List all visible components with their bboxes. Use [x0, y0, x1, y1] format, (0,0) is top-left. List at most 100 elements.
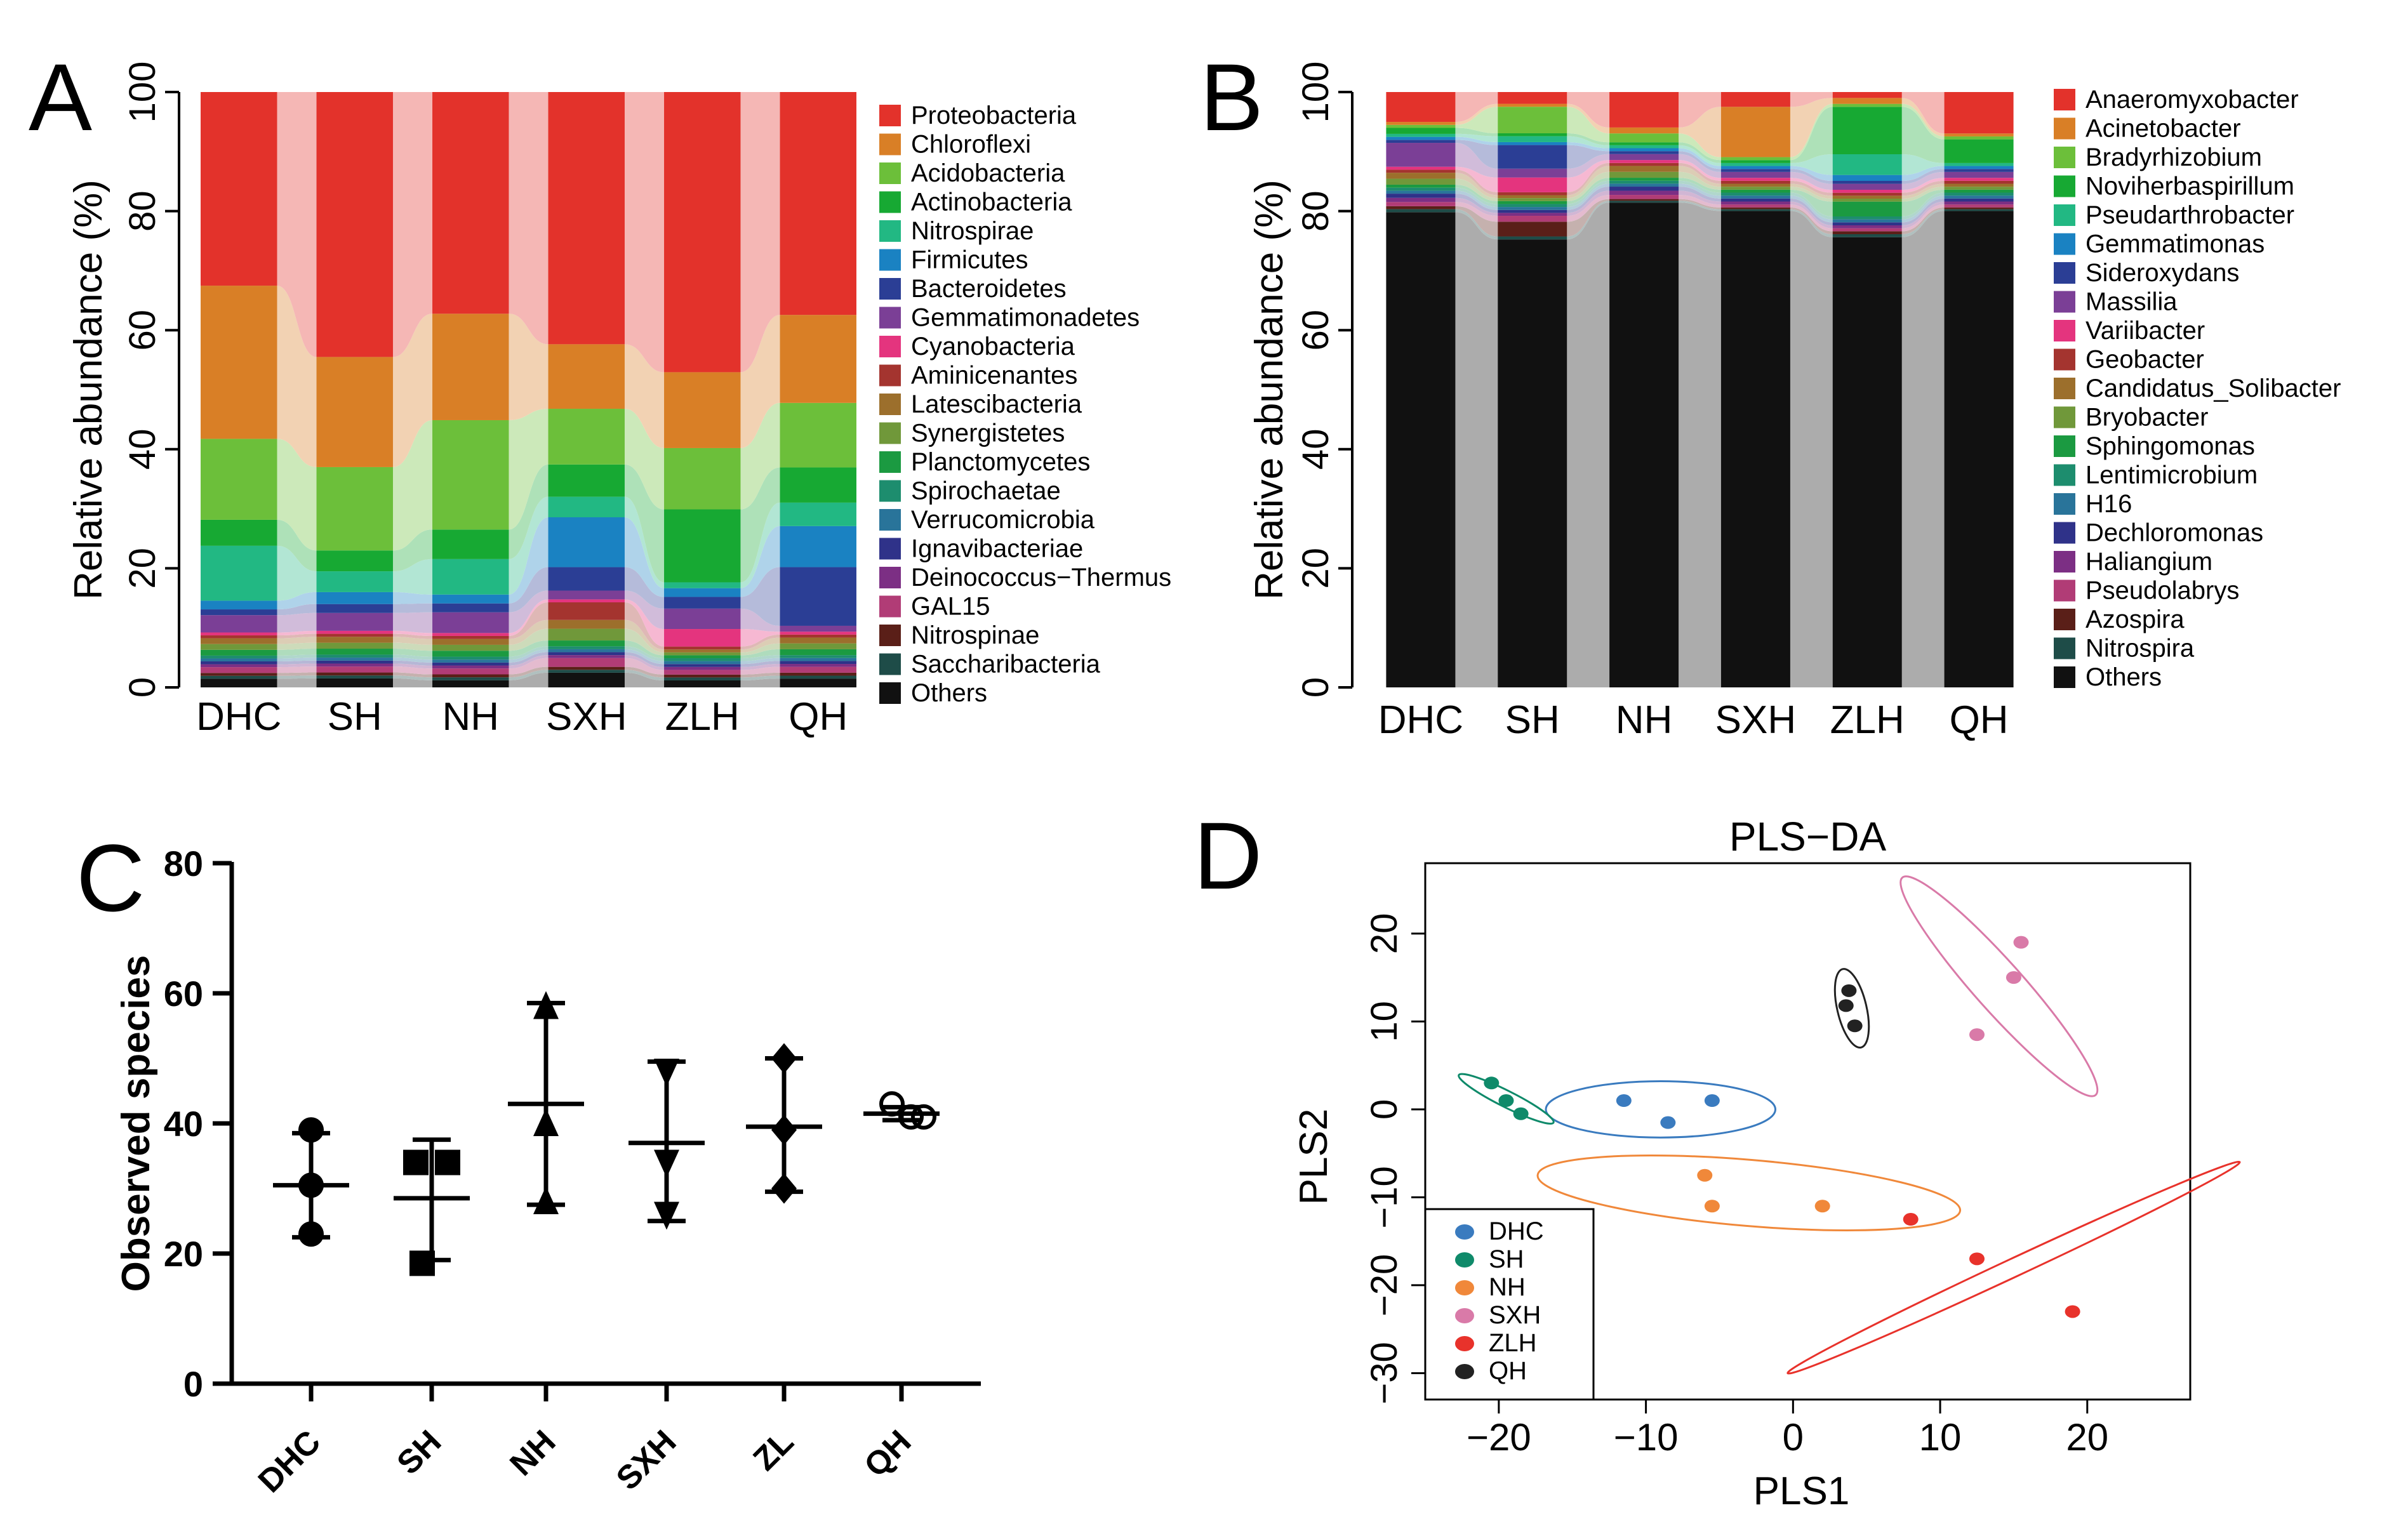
flow-band-actinobacteria-zlh: [740, 467, 780, 583]
bar-segment-ignavibacteriae-dhc: [201, 661, 277, 665]
legend-marker-zlh: [1455, 1336, 1474, 1351]
flow-band-acidobacteria-zlh: [740, 402, 780, 510]
flow-band-nitrospinae-nh: [509, 666, 549, 678]
bar-segment-nitrospinae-dhc: [201, 673, 277, 676]
legend-label-sh: SH: [1489, 1245, 1524, 1273]
legend-swatch-proteobacteria: [879, 105, 901, 126]
legend-swatch-candidatus-solibacter: [2054, 378, 2075, 399]
bar-segment-saccharibacteria-sxh: [548, 670, 625, 673]
x-tick-label-0: −20: [1467, 1416, 1531, 1459]
bar-segment-gemmatimonas-nh: [1609, 148, 1679, 152]
legend-label-h16: H16: [2085, 490, 2132, 518]
bar-segment-proteobacteria-nh: [432, 92, 509, 314]
bar-segment-gemmatimonadetes-sh: [316, 612, 393, 631]
bar-segment-acinetobacter-qh: [1944, 133, 2014, 136]
data-point-sxh-3: [2013, 936, 2029, 949]
bar-segment-bryobacter-dhc: [1386, 178, 1456, 185]
flow-band-synergistetes-sxh: [624, 628, 665, 656]
panel-label-c: C: [76, 824, 145, 931]
bar-segment-ignavibacteriae-sh: [316, 660, 393, 664]
flow-band-others-sh: [1567, 202, 1610, 687]
bar-segment-spirochaetae-sh: [316, 654, 393, 658]
flow-band-cyanobacteria-nh: [509, 599, 549, 636]
flow-band-lentimicrobium-dhc: [1455, 187, 1498, 208]
legend-swatch-pseudolabrys: [2054, 579, 2075, 602]
flow-band-pseudarthrobacter-sxh: [1790, 154, 1833, 175]
x-axis-title: PLS1: [1753, 1469, 1850, 1513]
flow-band-candidatus-solibacter-dhc: [1455, 173, 1498, 199]
bar-segment-lentimicrobium-zlh: [1832, 216, 1902, 220]
flow-band-noviherbaspirillum-zlh: [1901, 107, 1945, 163]
legend-marker-dhc: [1455, 1224, 1474, 1240]
flow-band-pseudolabrys-zlh: [1901, 204, 1945, 232]
x-tick-label-2: 0: [1783, 1416, 1804, 1459]
legend-swatch-ignavibacteriae: [879, 538, 901, 560]
flow-band-azospira-nh: [1679, 199, 1721, 209]
plot-frame: [1424, 862, 2192, 1401]
x-tick-label-sh: SH: [1505, 698, 1560, 742]
data-point-sxh-1: [1969, 1028, 1985, 1042]
legend-label-others: Others: [911, 679, 987, 707]
flow-band-pseudolabrys-dhc: [1455, 202, 1498, 222]
bar-segment-verrucomicrobia-sh: [316, 658, 393, 661]
bar-segment-synergistetes-qh: [780, 643, 856, 649]
bar-segment-synergistetes-sxh: [548, 628, 625, 641]
bar-segment-dechloromonas-qh: [1944, 198, 2014, 202]
y-tick-label-80: 80: [164, 844, 203, 884]
flow-band-aminicenantes-dhc: [277, 633, 317, 639]
flow-band-ignavibacteriae-sxh: [624, 652, 665, 667]
bar-segment-bacteroidetes-zlh: [664, 597, 741, 609]
y-tick-label-20: 20: [1295, 548, 1336, 589]
legend-swatch-gemmatimonas: [2054, 233, 2075, 255]
flow-band-noviherbaspirillum-nh: [1679, 142, 1721, 163]
flow-band-bradyrhizobium-sxh: [1790, 103, 1833, 161]
flow-band-anaeromyxobacter-dhc: [1455, 92, 1498, 122]
bar-segment-h16-qh: [1944, 195, 2014, 199]
legend-swatch-sphingomonas: [2054, 435, 2075, 457]
flow-band-saccharibacteria-zlh: [740, 675, 780, 680]
panel-d-pls-da-scatter: PLS−DA −20 −10 0 10 20 PLS1 −30 −20 −10 0 10 20 PLS2 D…: [1292, 814, 2241, 1513]
flow-band-planctomycetes-zlh: [740, 649, 780, 659]
bar-segment-others-dhc: [201, 678, 277, 687]
bar-segment-chloroflexi-nh: [432, 314, 509, 420]
legend-swatch-latescibacteria: [879, 394, 901, 415]
y-tick-label-40: 40: [1295, 429, 1336, 470]
legend-label-haliangium: Haliangium: [2085, 548, 2212, 576]
legend-swatch-gemmatimonadetes: [879, 307, 901, 329]
bar-segment-noviherbaspirillum-nh: [1609, 142, 1679, 145]
legend-swatch-bradyrhizobium: [2054, 147, 2075, 168]
legend-swatch-haliangium: [2054, 551, 2075, 573]
flow-band-geobacter-nh: [1679, 162, 1721, 184]
bar-segment-pseudarthrobacter-sh: [1498, 136, 1567, 142]
legend-label-chloroflexi: Chloroflexi: [911, 131, 1031, 159]
bar-segment-noviherbaspirillum-dhc: [1386, 128, 1456, 134]
legend-label-verrucomicrobia: Verrucomicrobia: [911, 506, 1095, 534]
bar-segment-aminicenantes-sh: [316, 633, 393, 637]
flow-band-aminicenantes-sxh: [624, 602, 665, 650]
flow-band-nitrospira-sxh: [1790, 209, 1833, 237]
flow-band-pseudolabrys-sxh: [1790, 204, 1833, 232]
flow-band-firmicutes-dhc: [277, 592, 317, 610]
bar-segment-sideroxydans-qh: [1944, 169, 2014, 172]
bar-segment-actinobacteria-sh: [316, 550, 393, 572]
legend-swatch-bryobacter: [2054, 406, 2075, 428]
flow-band-dechloromonas-sxh: [1790, 198, 1833, 225]
flow-band-massilia-sxh: [1790, 171, 1833, 190]
flow-band-planctomycetes-dhc: [277, 649, 317, 656]
data-point-zlh-2: [1969, 1252, 1985, 1266]
bar-segment-nitrospinae-sh: [316, 672, 393, 676]
flow-band-ignavibacteriae-sh: [392, 660, 433, 666]
flow-band-haliangium-sh: [1567, 190, 1610, 216]
flow-band-acidobacteria-dhc: [277, 439, 317, 551]
bar-segment-others-nh: [432, 680, 509, 687]
bar-segment-dechloromonas-zlh: [1832, 222, 1902, 225]
bar-segment-proteobacteria-dhc: [201, 92, 277, 286]
bar-segment-pseudolabrys-dhc: [1386, 202, 1456, 206]
flow-band-h16-sh: [1567, 183, 1610, 210]
flow-band-cyanobacteria-sh: [392, 630, 433, 636]
legend-label-ignavibacteriae: Ignavibacteriae: [911, 535, 1083, 563]
bar-segment-variibacter-dhc: [1386, 166, 1456, 170]
legend-label-aminicenantes: Aminicenantes: [911, 362, 1077, 390]
bar-segment-nitrospirae-nh: [432, 559, 509, 595]
legend-swatch-acidobacteria: [879, 162, 901, 184]
